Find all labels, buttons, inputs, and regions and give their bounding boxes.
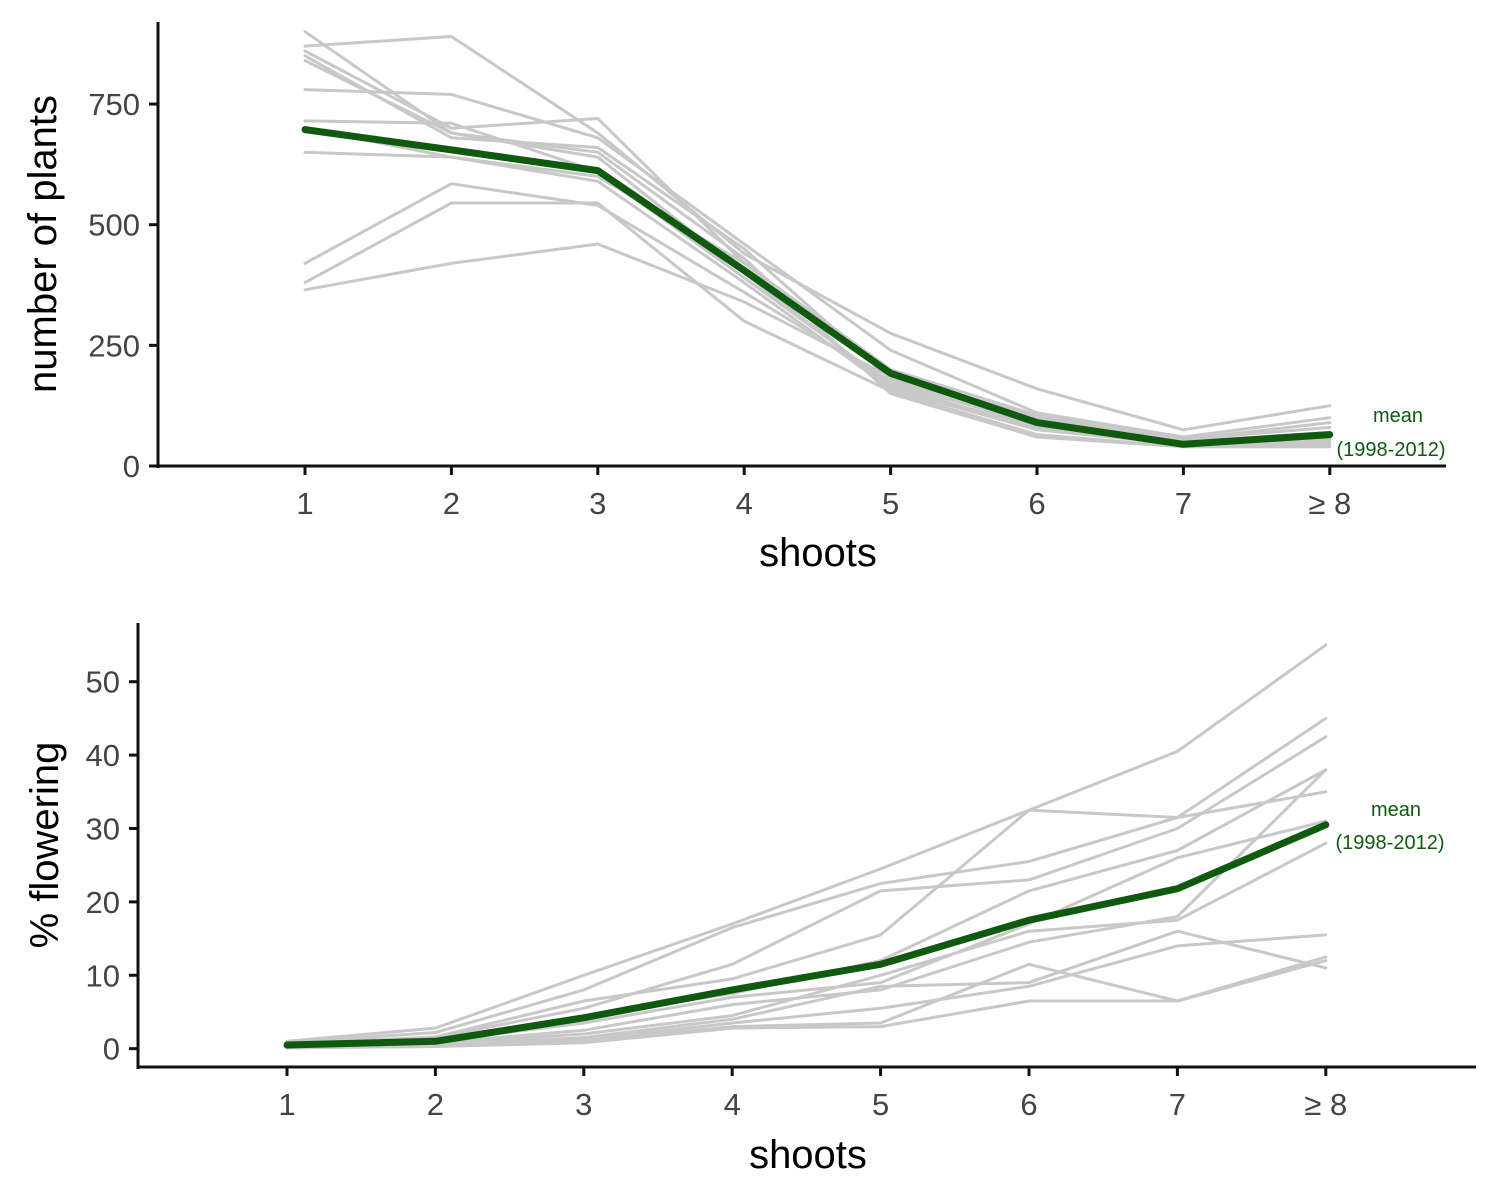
plants-year-line-4 <box>303 54 1332 444</box>
flowering-year-line-8 <box>285 841 1328 1048</box>
flowering-year-line-2 <box>285 716 1328 1045</box>
plants-mean-annotation-line2: (1998-2012) <box>1337 439 1446 461</box>
flowering-x-tick-label: ≥ 8 <box>1304 1087 1347 1122</box>
flowering-y-tick-label: 20 <box>86 885 120 920</box>
plants-y-ticks: 0 250 500 750 <box>88 87 158 484</box>
flowering-x-ticks: 1 2 3 4 5 6 7 ≥ 8 <box>278 1067 1347 1122</box>
plants-y-tick-label: 0 <box>123 449 140 484</box>
plants-year-line-7 <box>303 119 1332 444</box>
flowering-year-line-12 <box>285 955 1328 1050</box>
flowering-x-tick-label: 6 <box>1020 1087 1037 1122</box>
plants-year-line-3 <box>303 49 1332 441</box>
plants-x-tick-label: 3 <box>589 486 606 521</box>
flowering-year-line-1 <box>285 643 1328 1043</box>
flowering-y-tick-label: 30 <box>86 811 120 846</box>
plants-x-tick-label: 2 <box>443 486 460 521</box>
flowering-y-tick-label: 50 <box>86 665 120 700</box>
plants-y-tick-label: 500 <box>88 208 140 243</box>
plants-year-line-1 <box>303 30 1332 449</box>
flowering-x-tick-label: 3 <box>575 1087 592 1122</box>
plants-year-line-5 <box>303 59 1332 446</box>
flowering-x-tick-label: 5 <box>872 1087 889 1122</box>
plants-year-line-8 <box>303 126 1332 446</box>
flowering-x-tick-label: 4 <box>724 1087 741 1122</box>
plants-mean-annotation-line1: mean <box>1373 405 1423 427</box>
plants-panel: 0 250 500 750 1 2 3 4 5 6 7 ≥ 8 mean (1998-2012) s… <box>21 22 1446 575</box>
plants-year-series-group <box>303 30 1332 449</box>
plants-year-line-6 <box>303 88 1332 439</box>
flowering-x-tick-label: 7 <box>1169 1087 1186 1122</box>
flowering-mean-annotation-line2: (1998-2012) <box>1336 832 1445 854</box>
flowering-year-line-7 <box>285 768 1328 1049</box>
flowering-year-series-group <box>285 643 1328 1050</box>
plants-year-line-11 <box>303 201 1332 449</box>
flowering-x-tick-label: 2 <box>427 1087 444 1122</box>
flowering-y-axis-title: % flowering <box>23 742 67 949</box>
flowering-x-tick-label: 1 <box>278 1087 295 1122</box>
flowering-y-tick-label: 40 <box>86 738 120 773</box>
flowering-year-line-3 <box>285 735 1328 1047</box>
plants-x-tick-label: 4 <box>736 486 753 521</box>
plants-x-tick-label: 6 <box>1028 486 1045 521</box>
flowering-mean-annotation-line1: mean <box>1371 799 1421 821</box>
plants-x-tick-label: 7 <box>1175 486 1192 521</box>
plants-x-axis-title: shoots <box>759 531 877 575</box>
flowering-x-axis-title: shoots <box>749 1133 867 1177</box>
plants-y-axis-title: number of plants <box>21 95 65 393</box>
plants-x-tick-label: 5 <box>882 486 899 521</box>
plants-year-line-12 <box>303 242 1332 444</box>
plants-x-tick-label: 1 <box>296 486 313 521</box>
flowering-y-ticks: 0 10 20 30 40 50 <box>86 665 138 1067</box>
flowering-year-line-4 <box>285 790 1328 1046</box>
flowering-mean-line <box>283 821 1330 1049</box>
plants-mean-line <box>301 126 1334 448</box>
plants-x-tick-label: ≥ 8 <box>1308 486 1351 521</box>
flowering-y-tick-label: 0 <box>103 1032 120 1067</box>
plants-year-line-2 <box>303 35 1332 432</box>
plants-x-ticks: 1 2 3 4 5 6 7 ≥ 8 <box>296 466 1351 521</box>
plants-y-tick-label: 250 <box>88 328 140 363</box>
plants-y-tick-label: 750 <box>88 87 140 122</box>
flowering-y-tick-label: 10 <box>86 958 120 993</box>
